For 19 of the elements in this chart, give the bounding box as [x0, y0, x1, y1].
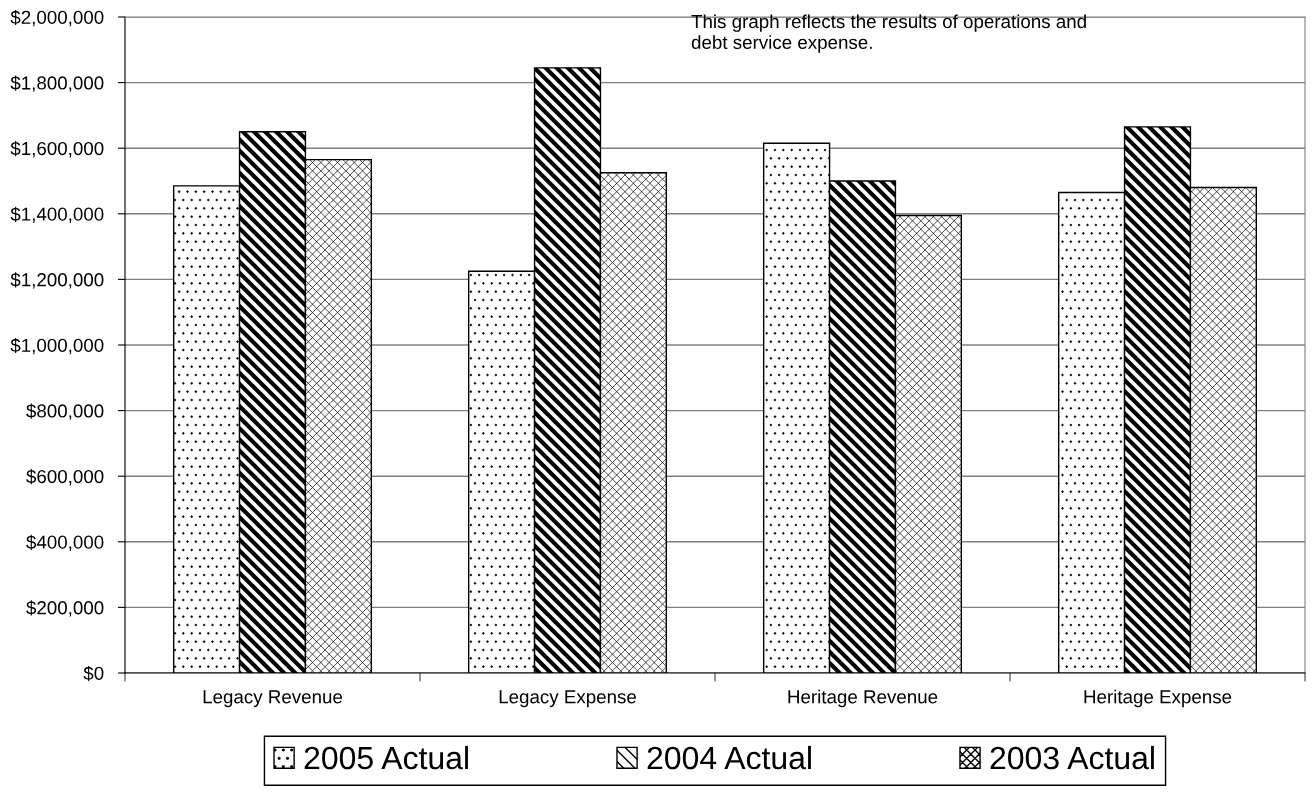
y-tick-label: $0 — [83, 665, 104, 682]
x-tick-label: Heritage Expense — [1084, 689, 1232, 708]
y-tick-label: $800,000 — [26, 403, 104, 420]
y-tick-label: $600,000 — [26, 469, 104, 486]
y-tick-label: $1,800,000 — [10, 75, 104, 92]
x-tick-label: Legacy Revenue — [203, 690, 343, 708]
text: 2005 Actual — [304, 745, 468, 770]
y-tick-label: $1,000,000 — [10, 337, 104, 355]
y-tick-label: $400,000 — [26, 534, 104, 551]
y-tick-label: $1,600,000 — [10, 141, 104, 158]
y-tick-label: $200,000 — [26, 600, 104, 617]
x-tick-label: Legacy Expense — [499, 690, 636, 708]
text: 2004 Actual — [647, 745, 811, 770]
y-tick-label: $2,000,000 — [10, 9, 104, 27]
text: 2003 Actual — [990, 745, 1154, 770]
annotation: This graph reflects the results of operations and debt service expense. — [691, 14, 1086, 53]
y-tick-label: $1,400,000 — [10, 206, 104, 223]
y-tick-label: $1,200,000 — [10, 272, 104, 289]
x-tick-label: Heritage Revenue — [788, 689, 938, 708]
